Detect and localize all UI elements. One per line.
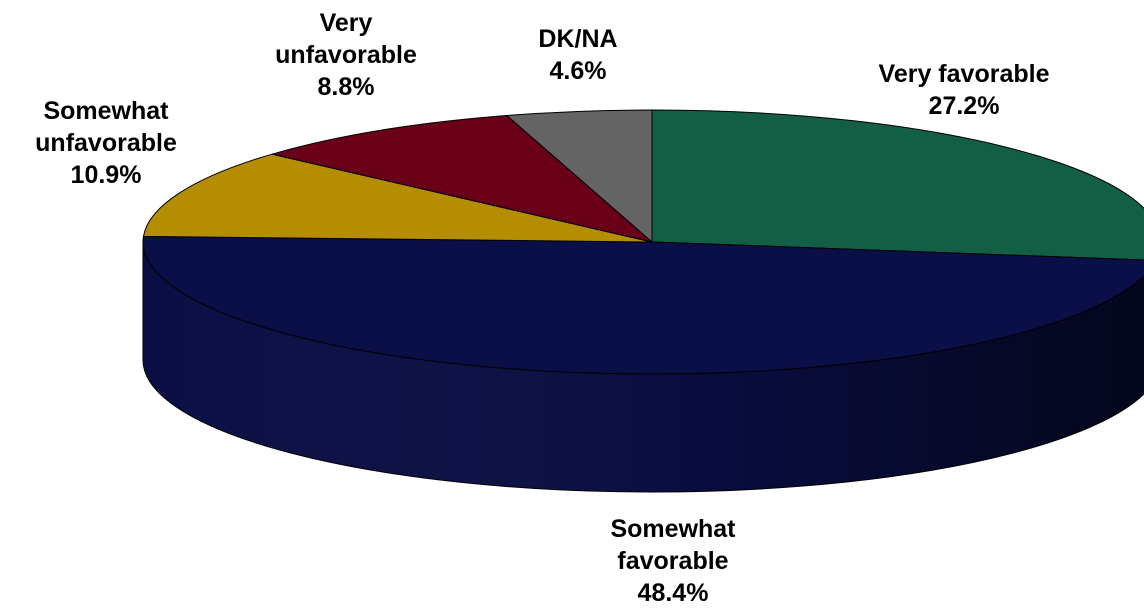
data-label-somewhat-unfavorable: Somewhat unfavorable 10.9% — [35, 95, 177, 191]
data-label-name: unfavorable — [275, 41, 417, 69]
data-label-value: 48.4% — [637, 579, 709, 607]
data-label-name: Very favorable — [878, 60, 1050, 88]
data-label-name: Somewhat — [43, 97, 169, 125]
pie-slice-somewhat-unfavorable — [142, 153, 653, 243]
pie-slice-very-favorable — [651, 109, 1144, 261]
data-label-very-unfavorable: Very unfavorable 8.8% — [275, 7, 417, 103]
pie-slice-somewhat-favorable — [142, 235, 1144, 375]
pie-slice-very-unfavorable — [270, 114, 653, 243]
data-label-name: Very — [319, 9, 373, 37]
data-label-value: 10.9% — [70, 161, 142, 189]
data-label-very-favorable: Very favorable 27.2% — [879, 58, 1050, 122]
data-label-somewhat-favorable: Somewhat favorable 48.4% — [610, 513, 735, 609]
data-label-name: DK/NA — [538, 25, 618, 53]
data-label-value: 27.2% — [928, 92, 1000, 120]
data-label-dk-na: DK/NA 4.6% — [538, 23, 617, 87]
data-label-name: unfavorable — [35, 129, 177, 157]
data-label-name: Somewhat — [610, 515, 736, 543]
pie-side-shade-somewhat-favorable — [143, 242, 1144, 492]
data-label-name: favorable — [617, 547, 729, 575]
data-label-value: 8.8% — [317, 73, 375, 101]
pie-slice-dk-na — [505, 109, 653, 244]
data-label-value: 4.6% — [549, 57, 607, 85]
